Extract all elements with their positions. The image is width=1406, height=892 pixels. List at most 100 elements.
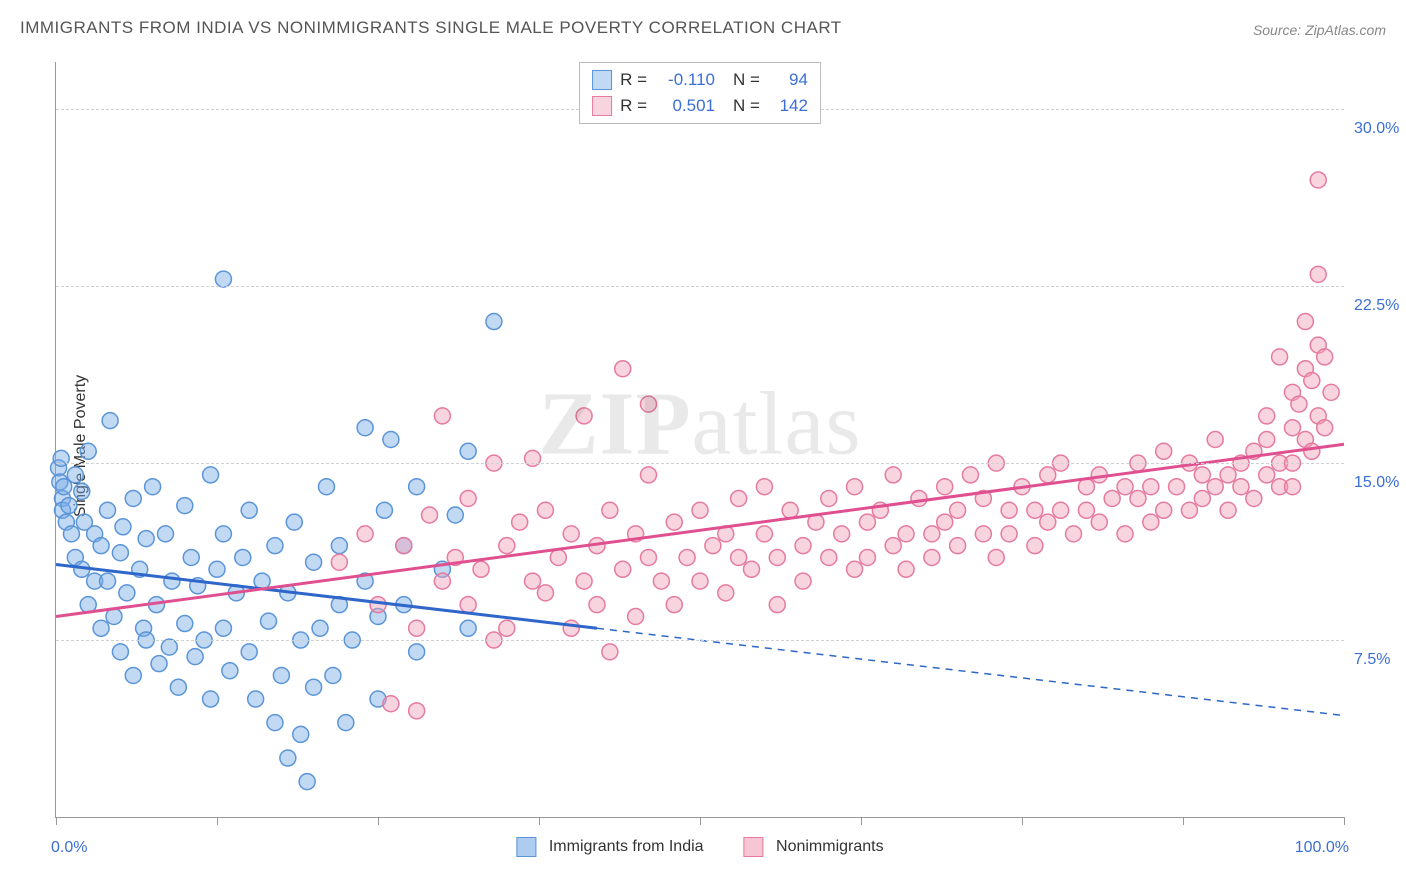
scatter-point-pink bbox=[1143, 514, 1159, 530]
scatter-point-pink bbox=[950, 538, 966, 554]
scatter-point-blue bbox=[102, 413, 118, 429]
scatter-point-pink bbox=[563, 620, 579, 636]
scatter-point-pink bbox=[769, 597, 785, 613]
scatter-point-pink bbox=[589, 597, 605, 613]
scatter-point-pink bbox=[834, 526, 850, 542]
scatter-point-blue bbox=[177, 616, 193, 632]
scatter-point-pink bbox=[847, 479, 863, 495]
scatter-point-blue bbox=[318, 479, 334, 495]
scatter-point-blue bbox=[447, 507, 463, 523]
scatter-point-pink bbox=[705, 538, 721, 554]
legend-row-blue: R = -0.110 N = 94 bbox=[592, 67, 808, 93]
scatter-point-pink bbox=[1001, 526, 1017, 542]
scatter-point-blue bbox=[209, 561, 225, 577]
scatter-point-blue bbox=[187, 649, 203, 665]
scatter-point-pink bbox=[898, 561, 914, 577]
scatter-point-blue bbox=[325, 667, 341, 683]
scatter-point-blue bbox=[164, 573, 180, 589]
scatter-point-pink bbox=[782, 502, 798, 518]
scatter-point-pink bbox=[1259, 467, 1275, 483]
scatter-point-blue bbox=[409, 644, 425, 660]
scatter-point-pink bbox=[666, 597, 682, 613]
legend-swatch-pink bbox=[744, 837, 764, 857]
scatter-point-pink bbox=[563, 526, 579, 542]
scatter-point-blue bbox=[125, 490, 141, 506]
scatter-point-pink bbox=[512, 514, 528, 530]
legend-row-pink: R = 0.501 N = 142 bbox=[592, 93, 808, 119]
scatter-point-pink bbox=[422, 507, 438, 523]
legend-n-blue: 94 bbox=[768, 70, 808, 90]
scatter-point-pink bbox=[988, 549, 1004, 565]
scatter-point-pink bbox=[821, 549, 837, 565]
scatter-point-pink bbox=[756, 479, 772, 495]
scatter-point-blue bbox=[93, 538, 109, 554]
scatter-point-pink bbox=[1091, 514, 1107, 530]
scatter-point-pink bbox=[821, 490, 837, 506]
scatter-point-pink bbox=[795, 573, 811, 589]
scatter-point-blue bbox=[357, 420, 373, 436]
scatter-point-blue bbox=[93, 620, 109, 636]
scatter-point-blue bbox=[100, 573, 116, 589]
scatter-point-pink bbox=[499, 538, 515, 554]
scatter-point-pink bbox=[434, 573, 450, 589]
scatter-point-pink bbox=[1284, 420, 1300, 436]
scatter-point-pink bbox=[744, 561, 760, 577]
scatter-point-pink bbox=[602, 502, 618, 518]
scatter-point-pink bbox=[396, 538, 412, 554]
scatter-point-blue bbox=[299, 774, 315, 790]
scatter-point-pink bbox=[550, 549, 566, 565]
scatter-point-pink bbox=[473, 561, 489, 577]
scatter-point-pink bbox=[576, 573, 592, 589]
scatter-point-blue bbox=[486, 314, 502, 330]
scatter-point-pink bbox=[1040, 467, 1056, 483]
scatter-point-pink bbox=[718, 585, 734, 601]
scatter-point-pink bbox=[1194, 490, 1210, 506]
scatter-point-pink bbox=[937, 479, 953, 495]
scatter-point-blue bbox=[74, 483, 90, 499]
scatter-point-blue bbox=[261, 613, 277, 629]
scatter-point-blue bbox=[125, 667, 141, 683]
scatter-point-blue bbox=[409, 479, 425, 495]
y-tick-label: 7.5% bbox=[1354, 651, 1406, 669]
scatter-point-blue bbox=[115, 519, 131, 535]
scatter-point-pink bbox=[460, 597, 476, 613]
plot-area: ZIPatlas R = -0.110 N = 94 R = 0.501 N =… bbox=[55, 62, 1344, 818]
legend-r-pink: 0.501 bbox=[655, 96, 715, 116]
scatter-point-pink bbox=[1323, 384, 1339, 400]
x-tick bbox=[56, 817, 57, 825]
scatter-point-blue bbox=[306, 679, 322, 695]
scatter-point-pink bbox=[653, 573, 669, 589]
scatter-point-blue bbox=[331, 538, 347, 554]
legend-item-blue: Immigrants from India bbox=[516, 837, 703, 857]
scatter-point-pink bbox=[692, 502, 708, 518]
x-axis-min-label: 0.0% bbox=[51, 839, 87, 857]
scatter-point-pink bbox=[1027, 502, 1043, 518]
scatter-point-blue bbox=[119, 585, 135, 601]
scatter-point-blue bbox=[203, 691, 219, 707]
scatter-point-blue bbox=[112, 545, 128, 561]
scatter-point-pink bbox=[1284, 479, 1300, 495]
scatter-point-blue bbox=[112, 644, 128, 660]
legend-n-label: N = bbox=[733, 96, 760, 116]
scatter-point-blue bbox=[63, 526, 79, 542]
scatter-point-blue bbox=[100, 502, 116, 518]
scatter-point-pink bbox=[1066, 526, 1082, 542]
x-tick bbox=[861, 817, 862, 825]
scatter-point-pink bbox=[1259, 432, 1275, 448]
correlation-legend: R = -0.110 N = 94 R = 0.501 N = 142 bbox=[579, 62, 821, 124]
series-legend: Immigrants from India Nonimmigrants bbox=[516, 837, 883, 857]
x-tick bbox=[217, 817, 218, 825]
scatter-point-pink bbox=[615, 361, 631, 377]
scatter-point-pink bbox=[769, 549, 785, 565]
scatter-point-pink bbox=[615, 561, 631, 577]
scatter-point-pink bbox=[1117, 479, 1133, 495]
scatter-point-blue bbox=[267, 715, 283, 731]
scatter-point-pink bbox=[370, 597, 386, 613]
scatter-point-pink bbox=[357, 526, 373, 542]
scatter-point-pink bbox=[692, 573, 708, 589]
scatter-point-blue bbox=[280, 750, 296, 766]
scatter-point-pink bbox=[1130, 490, 1146, 506]
legend-r-blue: -0.110 bbox=[655, 70, 715, 90]
scatter-point-pink bbox=[859, 514, 875, 530]
x-tick bbox=[700, 817, 701, 825]
